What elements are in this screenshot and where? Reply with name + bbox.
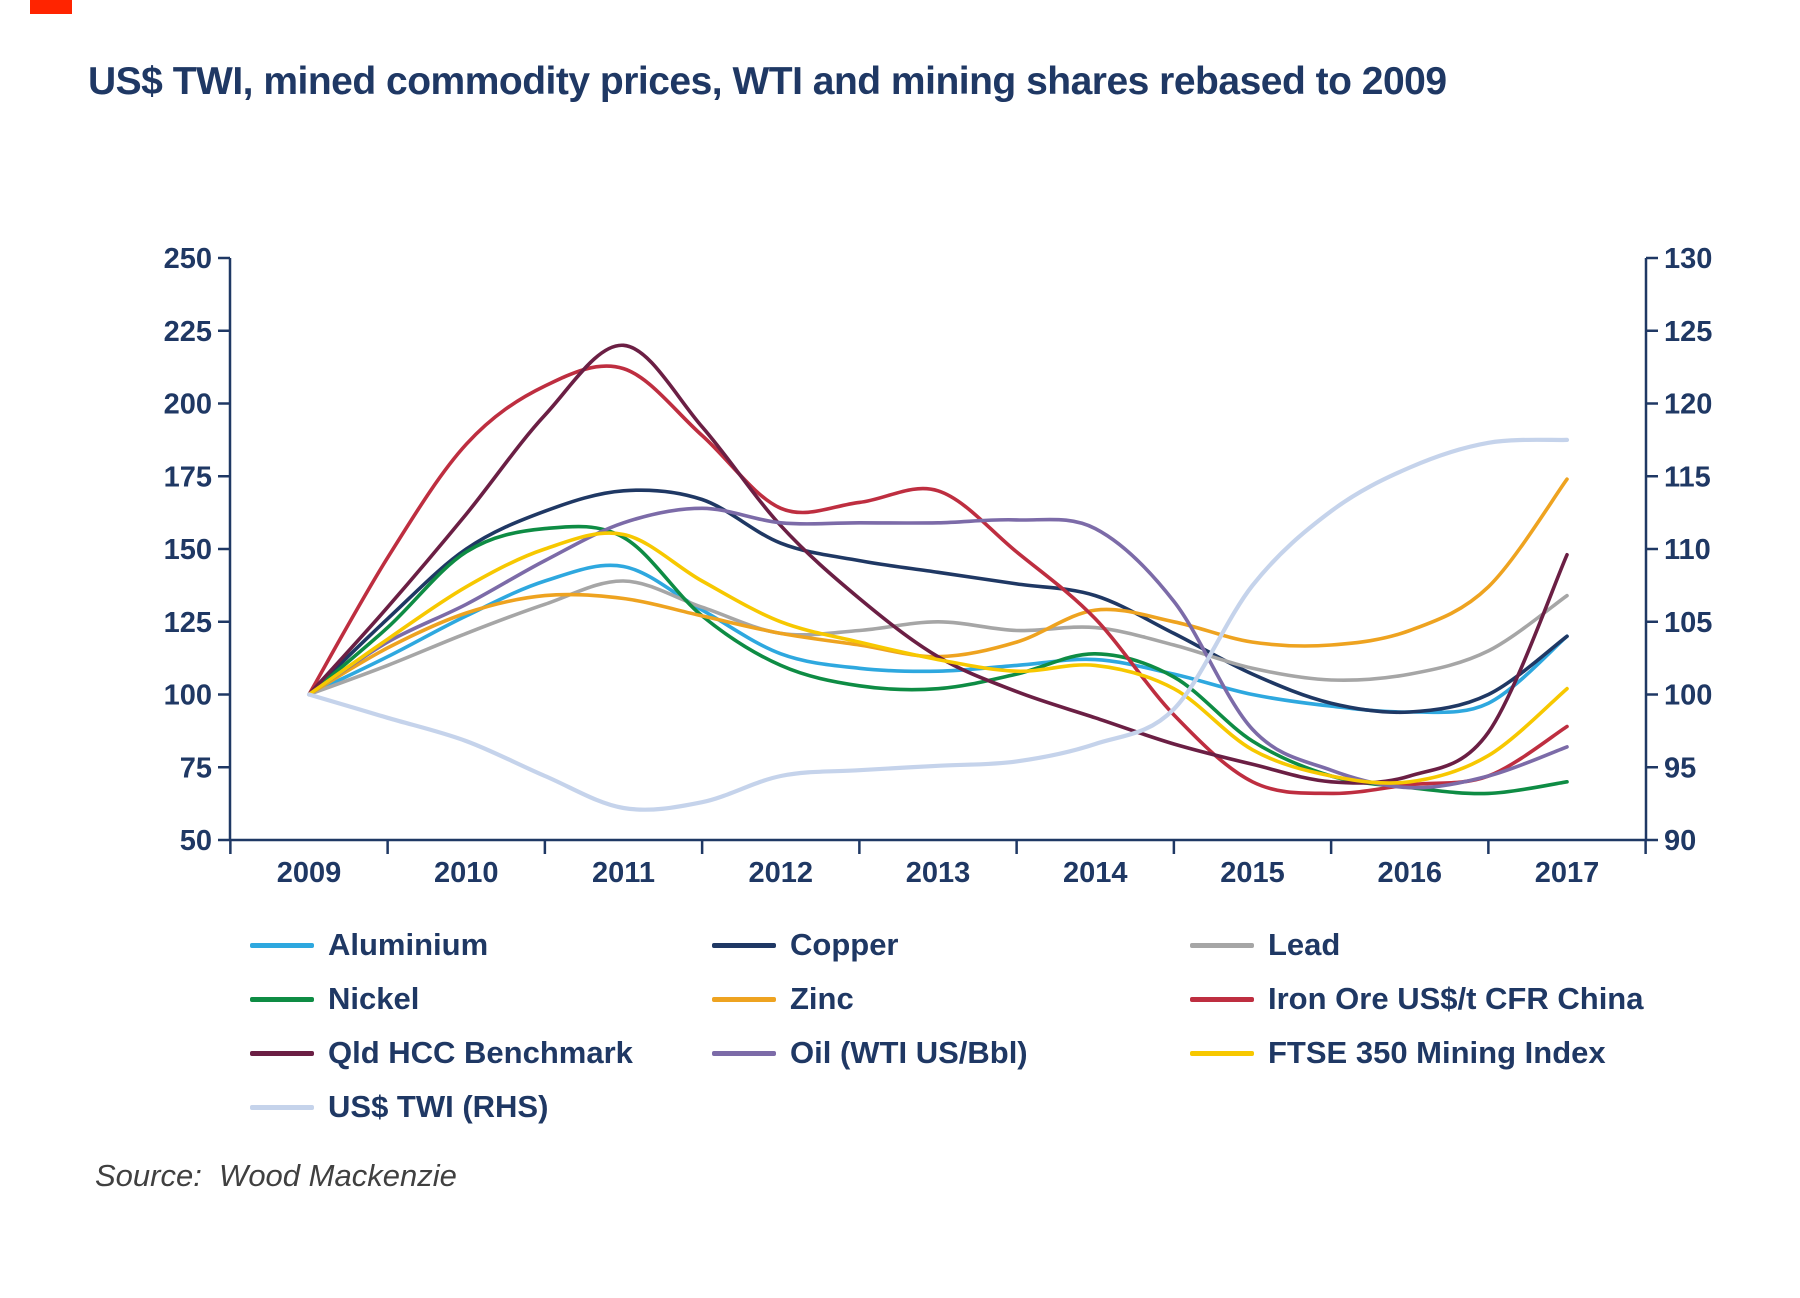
- y-axis-right-label: 90: [1664, 825, 1696, 857]
- legend-item-zinc: Zinc: [712, 979, 1190, 1019]
- y-axis-left-label: 250: [164, 243, 212, 275]
- y-axis-left-label: 225: [164, 316, 212, 348]
- legend-item-copper: Copper: [712, 925, 1190, 965]
- series-line-copper: [307, 488, 1569, 715]
- legend-swatch-oil-wti-us-bbl: [712, 1050, 776, 1056]
- legend-label-aluminium: Aluminium: [328, 927, 489, 962]
- legend-item-ftse-350-mining-index: FTSE 350 Mining Index: [1190, 1033, 1750, 1073]
- legend-label-us-twi-rhs: US$ TWI (RHS): [328, 1089, 549, 1124]
- legend-label-ftse-350-mining-index: FTSE 350 Mining Index: [1268, 1035, 1606, 1070]
- legend-label-oil-wti-us-bbl: Oil (WTI US/Bbl): [790, 1035, 1028, 1070]
- series-line-oil-wti-us-bbl: [307, 506, 1569, 790]
- series-line-us-twi-rhs: [306, 437, 1570, 812]
- series-line-qld-hcc-benchmark: [307, 343, 1569, 785]
- y-axis-left-label: 125: [164, 607, 212, 639]
- series-line-lead: [307, 579, 1569, 697]
- chart-title: US$ TWI, mined commodity prices, WTI and…: [88, 60, 1447, 103]
- y-axis-right-label: 110: [1664, 534, 1711, 566]
- x-axis-label: 2014: [1063, 857, 1128, 889]
- legend-label-zinc: Zinc: [790, 981, 854, 1016]
- line-chart: 250 225 200 175 150 125 100 75 50 130 125 120 115 110…: [164, 243, 1713, 889]
- legend-item-iron-ore-us-t-cfr-china: Iron Ore US$/t CFR China: [1190, 979, 1750, 1019]
- y-axis-right-label: 120: [1664, 389, 1712, 421]
- y-axis-left-label: 150: [164, 534, 212, 566]
- legend-label-lead: Lead: [1268, 927, 1341, 962]
- y-axis-right-label: 130: [1664, 243, 1712, 275]
- legend-item-us-twi-rhs: US$ TWI (RHS): [250, 1087, 712, 1127]
- legend-label-copper: Copper: [790, 927, 899, 962]
- chart-legend: Aluminium Copper Lead Nickel Zinc Iron Ore US…: [250, 925, 1750, 1127]
- y-axis-left-label: 175: [164, 461, 212, 493]
- y-axis-right-label: 100: [1664, 680, 1712, 712]
- legend-item-lead: Lead: [1190, 925, 1750, 965]
- legend-swatch-lead: [1190, 942, 1254, 948]
- y-axis-left-label: 100: [164, 680, 212, 712]
- y-axis-left-label: 75: [180, 752, 212, 784]
- x-axis-label: 2010: [434, 857, 499, 889]
- corner-marker: [30, 0, 72, 14]
- legend-label-iron-ore-us-t-cfr-china: Iron Ore US$/t CFR China: [1268, 981, 1644, 1016]
- x-axis-label: 2009: [277, 857, 342, 889]
- legend-swatch-nickel: [250, 996, 314, 1002]
- legend-swatch-aluminium: [250, 942, 314, 948]
- series-line-ftse-350-mining-index: [307, 531, 1569, 785]
- y-axis-left-label: 200: [164, 389, 212, 421]
- x-axis-label: 2011: [592, 857, 655, 889]
- legend-label-nickel: Nickel: [328, 981, 420, 1016]
- y-axis-right-label: 115: [1664, 461, 1711, 493]
- legend-swatch-copper: [712, 942, 776, 948]
- y-axis-left-label: 50: [180, 825, 212, 857]
- legend-swatch-zinc: [712, 996, 776, 1002]
- x-axis-label: 2015: [1220, 857, 1285, 889]
- series-line-zinc: [307, 477, 1569, 697]
- x-axis-label: 2012: [748, 857, 813, 889]
- legend-swatch-qld-hcc-benchmark: [250, 1050, 314, 1056]
- legend-swatch-ftse-350-mining-index: [1190, 1050, 1254, 1056]
- legend-swatch-us-twi-rhs: [250, 1104, 314, 1110]
- x-axis-label: 2013: [906, 857, 971, 889]
- y-axis-right-label: 125: [1664, 316, 1712, 348]
- legend-item-nickel: Nickel: [250, 979, 712, 1019]
- legend-label-qld-hcc-benchmark: Qld HCC Benchmark: [328, 1035, 633, 1070]
- legend-item-qld-hcc-benchmark: Qld HCC Benchmark: [250, 1033, 712, 1073]
- y-axis-right-label: 95: [1664, 752, 1696, 784]
- x-axis-label: 2017: [1535, 857, 1600, 889]
- y-axis-right-label: 105: [1664, 607, 1712, 639]
- series-line-iron-ore-us-t-cfr-china: [307, 364, 1569, 796]
- legend-swatch-iron-ore-us-t-cfr-china: [1190, 996, 1254, 1002]
- legend-item-aluminium: Aluminium: [250, 925, 712, 965]
- legend-item-oil-wti-us-bbl: Oil (WTI US/Bbl): [712, 1033, 1190, 1073]
- x-axis-label: 2016: [1377, 857, 1442, 889]
- source-note: Source: Wood Mackenzie: [95, 1158, 457, 1193]
